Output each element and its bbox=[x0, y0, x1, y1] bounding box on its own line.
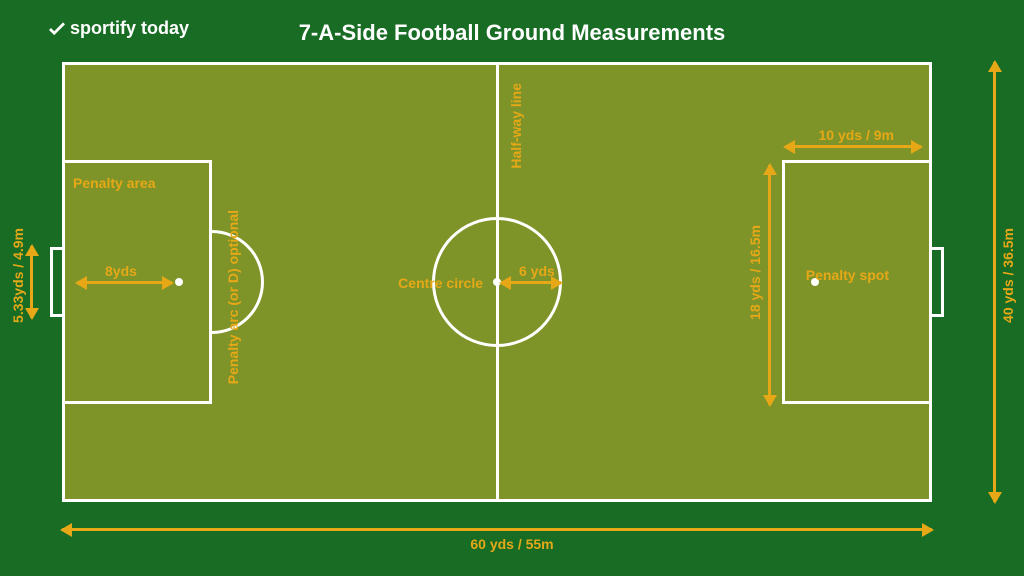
dim-field-width bbox=[62, 528, 932, 531]
penalty-area-label: Penalty area bbox=[73, 175, 156, 191]
halfway-line-label: Half-way line bbox=[508, 83, 524, 169]
dim-field-width-label: 60 yds / 55m bbox=[0, 536, 1024, 552]
goal-right bbox=[932, 247, 944, 317]
dim-penalty-width-right bbox=[768, 165, 771, 405]
page-title: 7-A-Side Football Ground Measurements bbox=[0, 20, 1024, 46]
centre-circle-label: Centre circle bbox=[393, 275, 483, 291]
dim-centre-radius bbox=[501, 281, 561, 284]
dim-field-height-label: 40 yds / 36.5m bbox=[1000, 228, 1016, 323]
goal-left bbox=[50, 247, 62, 317]
dim-centre-radius-label: 6 yds bbox=[519, 263, 555, 279]
dim-box10-label: 10 yds / 9m bbox=[819, 127, 895, 143]
dim-penalty-width-right-label: 18 yds / 16.5m bbox=[747, 225, 763, 320]
dim-field-height bbox=[993, 62, 996, 502]
dim-goal-height bbox=[30, 246, 33, 318]
penalty-arc-label: Penalty arc (or D) optional bbox=[225, 210, 241, 384]
penalty-spot-left bbox=[175, 278, 183, 286]
penalty-spot-label: Penalty spot bbox=[806, 267, 889, 283]
dim-goal-height-label: 5.33yds / 4.9m bbox=[10, 228, 26, 323]
dim-penalty-depth-label: 8yds bbox=[105, 263, 137, 279]
dim-box10 bbox=[785, 145, 921, 148]
football-pitch: Penalty area Penalty arc (or D) optional… bbox=[62, 62, 932, 502]
dim-penalty-depth bbox=[77, 281, 172, 284]
